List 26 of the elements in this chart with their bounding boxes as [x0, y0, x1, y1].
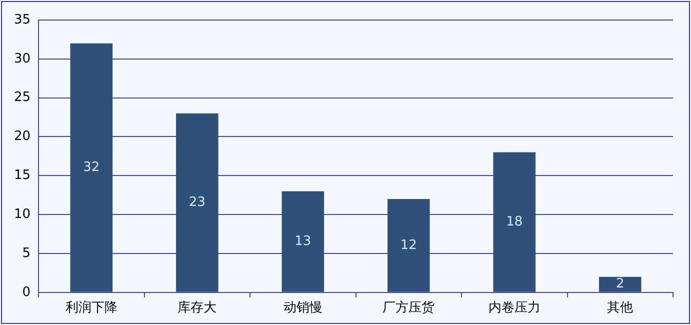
x-tick-label: 厂方压货	[382, 300, 435, 316]
bar	[176, 113, 218, 292]
data-label: 2	[616, 276, 624, 292]
y-tick-label: 35	[14, 12, 31, 28]
x-tick-label: 动销慢	[283, 300, 322, 316]
x-tick-label: 库存大	[178, 300, 217, 316]
x-tick-label: 内卷压力	[488, 300, 540, 316]
bar	[70, 43, 113, 292]
y-tick-label: 0	[22, 284, 31, 300]
bar	[387, 199, 430, 292]
y-tick-label: 25	[14, 90, 31, 106]
data-label: 32	[83, 160, 100, 175]
y-tick-label: 10	[14, 206, 31, 222]
data-label: 18	[506, 214, 523, 230]
y-tick-label: 15	[14, 168, 31, 184]
bar	[282, 191, 324, 292]
bar	[493, 152, 536, 292]
x-tick-label: 其他	[607, 300, 634, 316]
data-label: 12	[400, 238, 417, 253]
y-tick-label: 20	[14, 129, 31, 144]
bar	[598, 276, 642, 292]
y-tick-label: 5	[22, 246, 31, 261]
x-tick-label: 利润下降	[65, 300, 118, 316]
data-label: 23	[188, 195, 206, 210]
y-tick-label: 30	[14, 51, 31, 66]
data-label: 13	[294, 234, 312, 249]
